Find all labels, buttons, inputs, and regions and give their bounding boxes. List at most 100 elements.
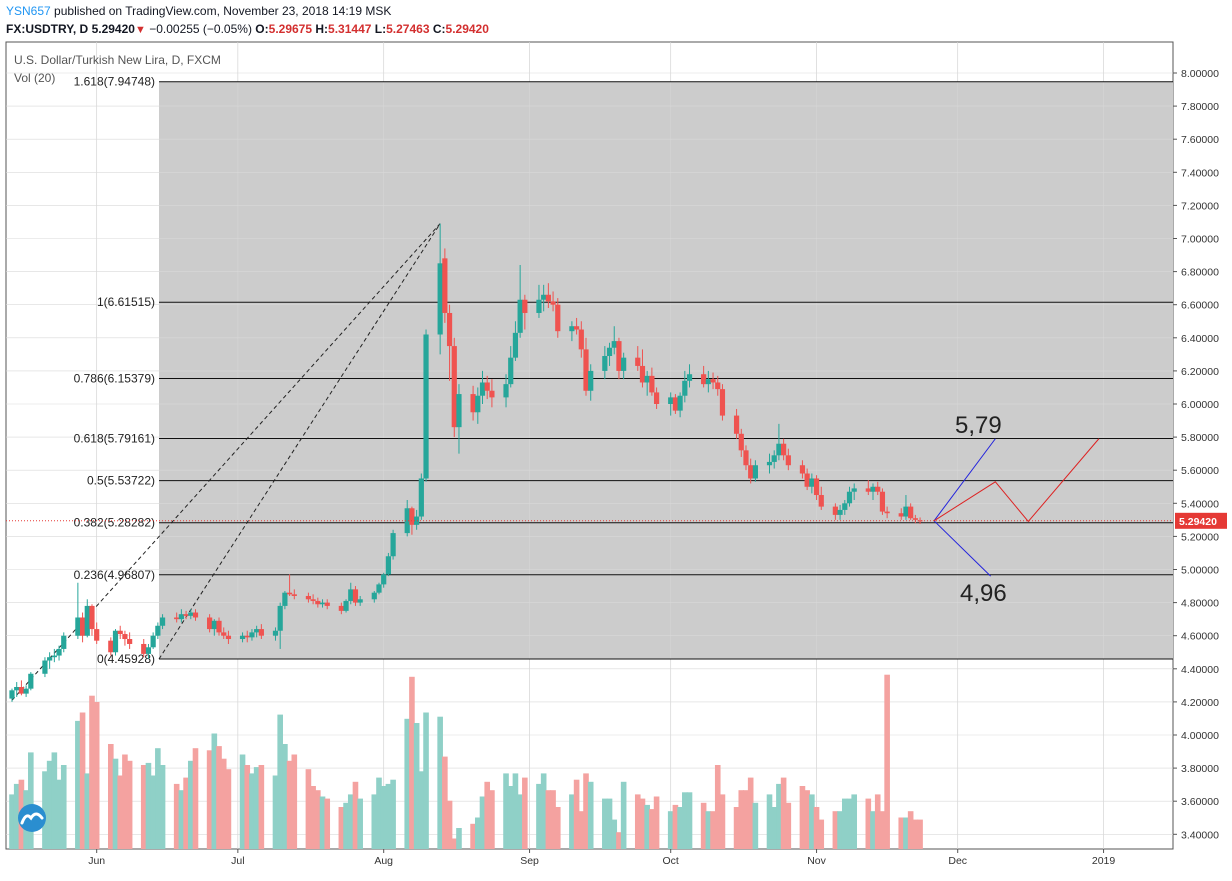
volume-bar: [771, 807, 778, 849]
candle-body: [456, 394, 462, 428]
time-tick-label: Jun: [88, 855, 105, 867]
high-value: 5.31447: [328, 22, 372, 36]
triangle-down-icon: ▼: [134, 24, 146, 36]
candle-body: [870, 486, 876, 492]
candle-body: [381, 574, 387, 585]
candle-body: [239, 635, 246, 640]
volume-bar: [244, 765, 251, 849]
candle-body: [305, 595, 312, 600]
volume-bar: [187, 760, 194, 849]
volume-bar: [489, 790, 495, 849]
candle-body: [376, 584, 382, 593]
price-tick-label: 4.80000: [1181, 598, 1219, 610]
volume-bar: [357, 798, 363, 849]
volume-bar: [653, 796, 660, 849]
candle-body: [804, 473, 810, 487]
volume-bar: [743, 790, 749, 849]
projection-lines: [6, 438, 1173, 577]
candle-body: [710, 379, 716, 383]
candle-body: [61, 635, 67, 649]
candle-body: [18, 687, 25, 694]
volume-bar: [51, 752, 58, 849]
volume-bar: [159, 765, 166, 849]
time-tick-label: Nov: [807, 855, 826, 867]
volume-bar: [253, 767, 260, 849]
volume-bar: [89, 695, 95, 849]
tradingview-logo[interactable]: [18, 804, 46, 832]
candle-body: [522, 299, 528, 313]
price-tick-label: 7.80000: [1181, 101, 1219, 113]
candle-body: [644, 375, 650, 383]
candle-body: [272, 630, 279, 636]
shade-box: [159, 81, 1173, 659]
candle-body: [686, 374, 693, 381]
volume-bar: [686, 792, 693, 849]
price-tick-label: 6.00000: [1181, 399, 1219, 411]
candle-body: [715, 382, 721, 390]
volume-bar: [536, 783, 542, 849]
candle-body: [635, 357, 641, 366]
price-tick-label: 5.60000: [1181, 465, 1219, 477]
candle-body: [752, 465, 758, 479]
candle-body: [536, 299, 542, 313]
volume-bar: [907, 811, 914, 849]
candle-body: [324, 602, 330, 606]
volume-bar: [9, 794, 15, 849]
candle-body: [315, 600, 321, 605]
volume-bar: [173, 783, 180, 849]
price-tick-label: 6.60000: [1181, 300, 1219, 312]
candle-body: [423, 334, 429, 479]
volume-bar: [545, 790, 552, 849]
candle-body: [390, 533, 396, 557]
candle-body: [216, 620, 222, 633]
fib-level-label: 0.5(5.53722): [87, 474, 155, 488]
volume-bar: [390, 779, 396, 849]
volume-bar: [206, 750, 213, 849]
candle-body: [79, 617, 86, 636]
volume-bar: [249, 773, 255, 849]
candle-body: [517, 299, 523, 333]
candle-body: [117, 630, 123, 635]
price-tick-label: 8.00000: [1181, 68, 1219, 80]
publish-info: published on TradingView.com, November 2…: [54, 4, 392, 18]
volume-bar: [672, 804, 679, 849]
candle-body: [865, 488, 871, 492]
volume-bar: [611, 819, 618, 849]
candle-body: [14, 687, 20, 691]
candle-body: [479, 382, 486, 396]
candle-body: [122, 634, 128, 640]
candle-body: [23, 688, 29, 694]
volume-bar: [183, 777, 189, 849]
volume-bar: [178, 790, 185, 849]
author-link[interactable]: YSN657: [6, 4, 51, 18]
high-label: H:: [315, 22, 329, 36]
volume-bar: [616, 832, 622, 849]
candle-body: [357, 599, 363, 603]
time-tick-label: Dec: [948, 855, 967, 867]
candle-body: [574, 326, 580, 330]
volume-bar: [587, 781, 594, 849]
candle-body: [908, 506, 914, 519]
candle-body: [550, 301, 556, 305]
volume-bar: [319, 796, 326, 849]
volume-bar: [884, 674, 890, 849]
volume-bar: [225, 769, 232, 849]
volume-bar: [649, 809, 655, 849]
candle-body: [813, 478, 820, 496]
low-value: 5.27463: [386, 22, 430, 36]
volume-bar: [846, 798, 853, 849]
volume-bar: [738, 790, 745, 849]
volume-bar: [898, 817, 905, 849]
chart-title: U.S. Dollar/Turkish New Lira, D, FXCM: [14, 53, 221, 67]
fib-shaded-region: [159, 81, 1173, 659]
time-axis: Jun Jul Aug Sep Oct Nov Dec 2019: [88, 849, 1115, 867]
candle-body: [244, 635, 250, 638]
price-tick-label: 4.00000: [1181, 730, 1219, 742]
price-tick-label: 6.80000: [1181, 267, 1219, 279]
candle-body: [254, 629, 260, 633]
candle-body: [178, 614, 184, 620]
candle-body: [555, 304, 561, 332]
price-tick-label: 5.40000: [1181, 498, 1219, 510]
volume-bar: [60, 765, 67, 849]
